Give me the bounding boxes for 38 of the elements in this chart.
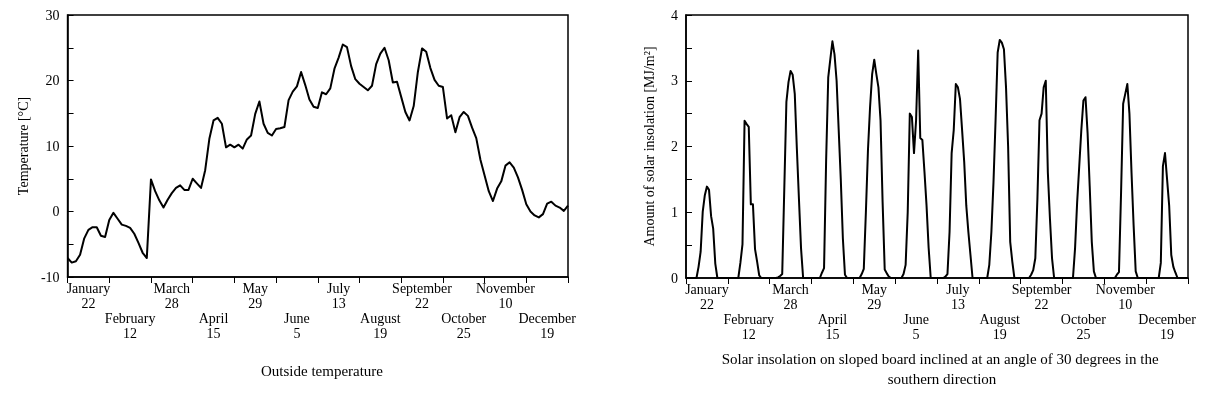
y-axis-title: Amount of solar insolation [MJ/m²] <box>641 46 657 247</box>
x-tick-label: January 22 <box>685 282 729 312</box>
x-tick-label: November 10 <box>475 281 536 311</box>
x-tick-label: May 29 <box>242 281 269 311</box>
y-tick-label: 20 <box>45 73 60 88</box>
x-tick-label: December 19 <box>1138 312 1197 342</box>
y-tick-label: -10 <box>40 269 60 285</box>
x-tick-label: June 5 <box>903 312 929 342</box>
y-tick-label: 10 <box>45 138 60 154</box>
y-axis-title: Temperature [°C] <box>15 96 31 196</box>
x-tick-label: October 25 <box>441 311 487 341</box>
x-tick-label: August 19 <box>360 311 401 341</box>
x-tick-label: July 13 <box>946 282 970 312</box>
y-tick-label: 2 <box>671 139 678 154</box>
x-tick-label: January 22 <box>66 281 111 311</box>
x-tick-label: November 10 <box>1095 282 1156 312</box>
x-tick-label: February 12 <box>723 312 775 342</box>
x-tick-label: March 28 <box>153 281 191 311</box>
x-tick-label: December 19 <box>518 311 577 341</box>
y-tick-label: 3 <box>671 73 678 89</box>
x-tick-label: February 12 <box>104 311 156 341</box>
x-tick-label: August 19 <box>979 312 1021 342</box>
y-tick-label: 30 <box>45 7 60 23</box>
x-tick-label: October 25 <box>1060 312 1107 342</box>
x-tick-label: April 15 <box>817 312 848 342</box>
x-axis-title: Solar insolation on sloped board inclined at an angle of 30 degrees in the southern direction <box>721 351 1163 387</box>
y-tick-label: 4 <box>671 7 678 23</box>
x-tick-label: July 13 <box>326 281 351 311</box>
y-tick-label: 0 <box>52 204 60 219</box>
x-tick-label: September 22 <box>1011 282 1072 312</box>
x-axis-title: Outside temperature <box>260 363 384 379</box>
y-tick-label: 0 <box>671 270 678 286</box>
x-tick-label: May 29 <box>861 282 888 312</box>
x-tick-label: April 15 <box>198 311 229 341</box>
x-tick-label: March 28 <box>772 282 809 312</box>
x-tick-label: June 5 <box>284 311 310 341</box>
y-tick-label: 1 <box>671 204 678 220</box>
x-tick-label: September 22 <box>392 281 453 311</box>
